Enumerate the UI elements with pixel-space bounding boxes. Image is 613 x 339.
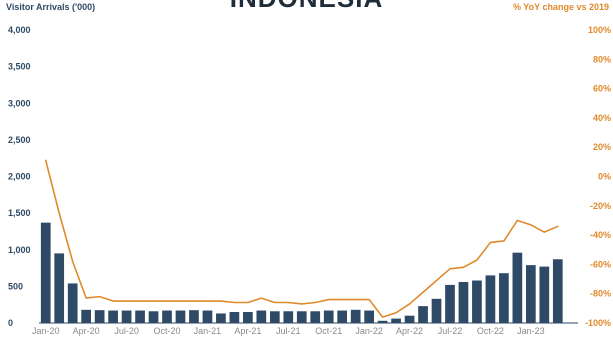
bar: [81, 309, 92, 323]
bar: [202, 310, 213, 323]
bar: [337, 310, 348, 323]
x-tick-label: Apr-22: [396, 326, 423, 336]
y-axis-ticks: 0 500 1,000 1,500 2,000 2,500 3,000 3,500 4,000: [8, 25, 31, 328]
chart-title: INDONESIA: [0, 0, 613, 14]
y-tick-label: 4,000: [8, 25, 31, 35]
y-axis-title: Visitor Arrivals ('000): [6, 2, 96, 12]
y2-axis-ticks: -100% -80% -60% -40% -20% 0% 20% 40% 60% 80% 100%: [585, 25, 611, 328]
bar-series: [40, 222, 563, 323]
bar: [364, 310, 374, 323]
bar: [283, 311, 294, 323]
y2-tick-label: -60%: [590, 259, 611, 269]
bar: [552, 259, 563, 323]
bar: [94, 310, 105, 323]
bar: [350, 309, 361, 323]
x-axis-ticks: Jan-20 Apr-20 Jul-20 Oct-20 Jan-21 Apr-21 Jul-…: [32, 326, 545, 336]
bar: [418, 306, 428, 323]
y-tick-label: 2,000: [8, 172, 31, 182]
bar: [243, 312, 253, 323]
y-tick-label: 500: [8, 281, 23, 291]
x-tick-label: Jul-20: [114, 326, 139, 336]
bar: [162, 310, 172, 323]
bar: [40, 222, 51, 323]
x-tick-label: Oct-20: [154, 326, 181, 336]
x-tick-label: Jul-21: [276, 326, 301, 336]
bar: [512, 252, 523, 323]
y2-tick-label: 40%: [593, 113, 611, 123]
bar: [539, 266, 550, 323]
y2-tick-label: 80%: [593, 54, 611, 64]
bar: [135, 310, 145, 323]
y2-tick-label: 0%: [598, 172, 611, 182]
y2-tick-label: -40%: [590, 230, 611, 240]
x-tick-label: Jan-22: [355, 326, 383, 336]
bar: [458, 281, 469, 323]
y2-tick-label: 60%: [593, 84, 611, 94]
bar: [431, 298, 442, 323]
bar: [404, 315, 415, 323]
y-tick-label: 3,500: [8, 62, 31, 72]
bar: [269, 311, 280, 323]
bar: [148, 311, 159, 323]
x-tick-label: Apr-20: [73, 326, 100, 336]
bar: [485, 275, 496, 323]
bar: [310, 311, 321, 323]
x-tick-label: Jan-21: [194, 326, 222, 336]
bar: [121, 310, 132, 323]
y2-axis-title: % YoY change vs 2019: [512, 2, 609, 12]
x-tick-label: Apr-21: [234, 326, 261, 336]
bar: [525, 265, 536, 323]
bar: [216, 313, 226, 323]
y-tick-label: 3,000: [8, 98, 31, 108]
y2-tick-label: -80%: [590, 289, 611, 299]
x-tick-label: Jan-23: [517, 326, 545, 336]
y2-tick-label: 100%: [588, 25, 611, 35]
yoy-line: [44, 159, 559, 318]
bar: [229, 312, 240, 323]
bar: [296, 311, 307, 323]
x-tick-label: Oct-21: [315, 326, 342, 336]
bar: [108, 310, 118, 323]
y-tick-label: 0: [8, 318, 13, 328]
y-tick-label: 2,500: [8, 135, 31, 145]
bar: [54, 253, 65, 323]
x-tick-label: Jan-20: [32, 326, 60, 336]
bar: [175, 310, 186, 323]
bar: [323, 310, 334, 323]
bar: [189, 310, 199, 323]
bar: [256, 310, 267, 323]
y2-tick-label: -100%: [585, 318, 611, 328]
x-tick-label: Oct-22: [477, 326, 504, 336]
bar: [377, 320, 388, 323]
y-tick-label: 1,000: [8, 245, 31, 255]
bar: [67, 283, 78, 323]
x-tick-label: Jul-22: [438, 326, 463, 336]
bar: [499, 273, 509, 323]
y-tick-label: 1,500: [8, 208, 31, 218]
y2-tick-label: -20%: [590, 201, 611, 211]
bar: [445, 284, 455, 323]
y2-tick-label: 20%: [593, 142, 611, 152]
line-series: [44, 159, 559, 318]
bar: [391, 318, 401, 323]
bar: [472, 280, 482, 323]
